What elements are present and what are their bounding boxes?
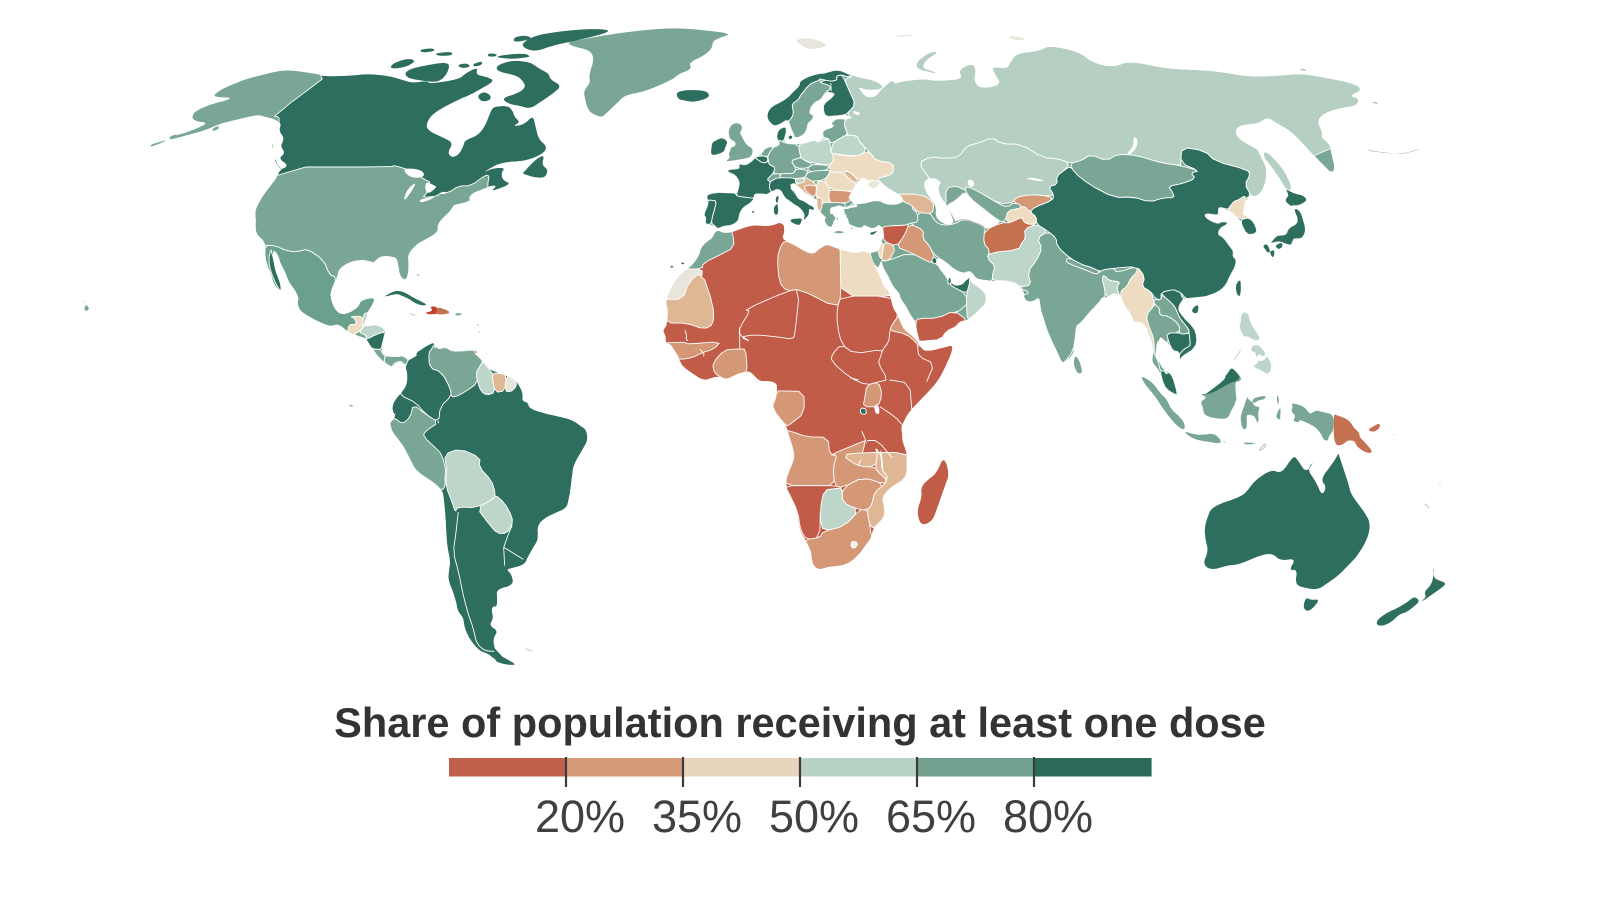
svg-text:80%: 80% (1003, 791, 1093, 842)
svg-text:50%: 50% (769, 791, 859, 842)
svg-text:35%: 35% (652, 791, 742, 842)
svg-text:20%: 20% (535, 791, 625, 842)
svg-text:65%: 65% (886, 791, 976, 842)
